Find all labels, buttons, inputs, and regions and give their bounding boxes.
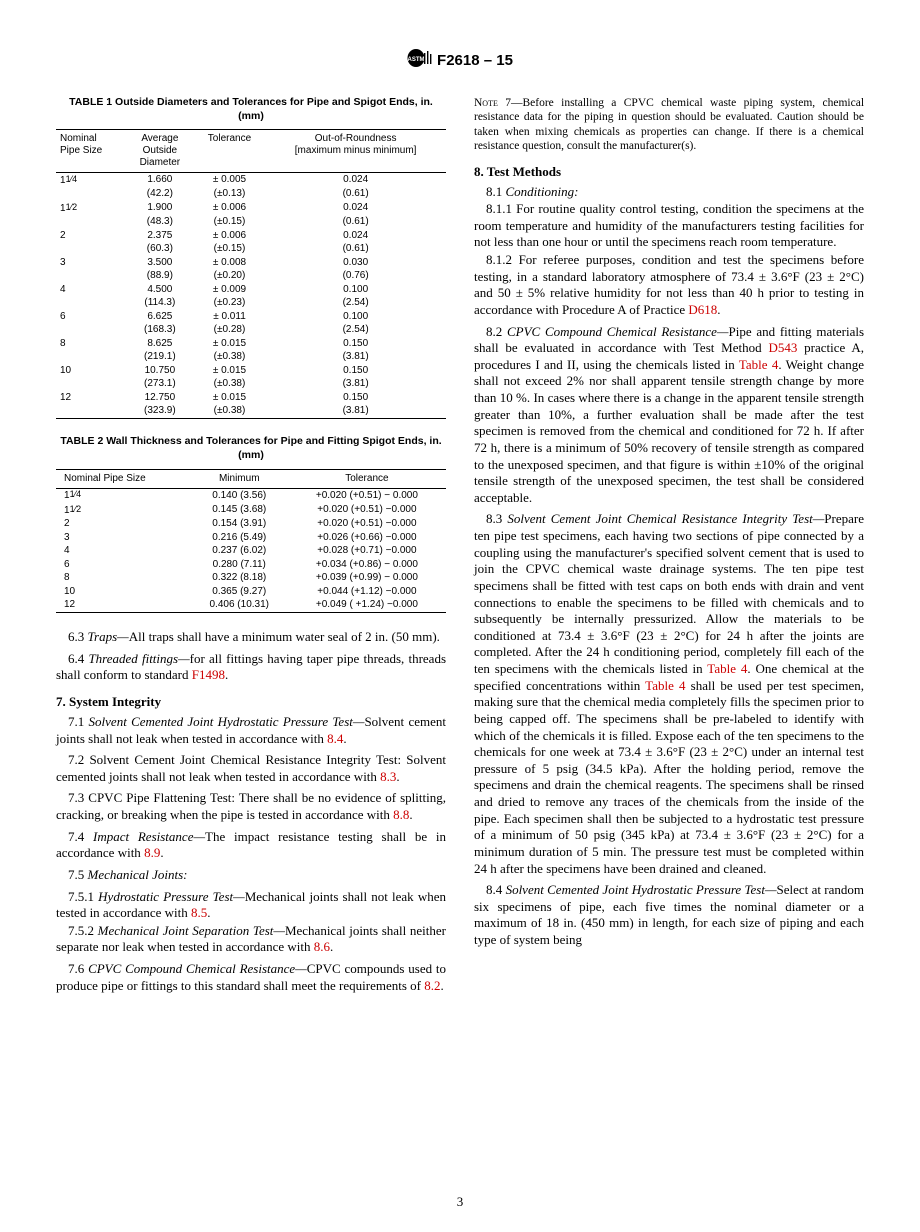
table1-h2: AverageOutsideDiameter [126,130,194,173]
table-row: (48.3)(±0.15)(0.61) [56,216,446,230]
table-row: 1010.750± 0.0150.150 [56,364,446,378]
ref-table4-a[interactable]: Table 4 [739,357,779,372]
para-7-5-2: 7.5.2 Mechanical Joint Separation Test—M… [56,923,446,956]
ref-8-6[interactable]: 8.6 [314,939,330,954]
table-row: (273.1)(±0.38)(3.81) [56,378,446,392]
table-row: 33.500± 0.0080.030 [56,256,446,270]
two-column-layout: TABLE 1 Outside Diameters and Tolerances… [56,96,864,999]
para-7-2: 7.2 Solvent Cement Joint Chemical Resist… [56,752,446,785]
heading-7: 7. System Integrity [56,694,446,710]
table-row: (88.9)(±0.20)(0.76) [56,270,446,284]
table-row: (60.3)(±0.15)(0.61) [56,243,446,257]
table-row: 80.322 (8.18)+0.039 (+0.99) − 0.000 [56,572,446,586]
table-row: (219.1)(±0.38)(3.81) [56,351,446,365]
table-row: (42.2)(±0.13)(0.61) [56,188,446,202]
document-header: ASTM F2618 – 15 [56,48,864,72]
ref-8-4[interactable]: 8.4 [327,731,343,746]
table-row: 11⁄21.900± 0.0060.024 [56,201,446,216]
table-row: 20.154 (3.91)+0.020 (+0.51) −0.000 [56,518,446,532]
para-6-4: 6.4 Threaded fittings—for all fittings h… [56,651,446,684]
para-7-1: 7.1 Solvent Cemented Joint Hydrostatic P… [56,714,446,747]
table-row: 22.375± 0.0060.024 [56,229,446,243]
para-8-1-2: 8.1.2 For referee purposes, condition an… [474,252,864,319]
para-7-4: 7.4 Impact Resistance—The impact resista… [56,829,446,862]
left-column: TABLE 1 Outside Diameters and Tolerances… [56,96,446,999]
table-row: 11⁄20.145 (3.68)+0.020 (+0.51) −0.000 [56,503,446,518]
table-row: 40.237 (6.02)+0.028 (+0.71) −0.000 [56,545,446,559]
para-6-3: 6.3 Traps—All traps shall have a minimum… [56,629,446,646]
para-8-1: 8.1 Conditioning: [474,184,864,201]
table2-h2: Minimum [191,469,288,488]
table1-h4: Out-of-Roundness[maximum minus minimum] [265,130,446,173]
right-column: Note 7—Before installing a CPVC chemical… [474,96,864,999]
ref-8-8[interactable]: 8.8 [393,807,409,822]
heading-8: 8. Test Methods [474,164,864,180]
table1-h3: Tolerance [194,130,266,173]
ref-8-5[interactable]: 8.5 [191,905,207,920]
ref-d618[interactable]: D618 [688,302,717,317]
table1-title: TABLE 1 Outside Diameters and Tolerances… [56,96,446,123]
astm-logo-icon: ASTM [407,48,433,72]
table-row: 66.625± 0.0110.100 [56,310,446,324]
para-8-1-1: 8.1.1 For routine quality control testin… [474,201,864,251]
table-row: 11⁄40.140 (3.56)+0.020 (+0.51) − 0.000 [56,488,446,503]
table2: Nominal Pipe Size Minimum Tolerance 11⁄4… [56,469,446,614]
para-7-5-1: 7.5.1 Hydrostatic Pressure Test—Mechanic… [56,889,446,922]
ref-table4-b[interactable]: Table 4 [707,661,747,676]
para-8-4: 8.4 Solvent Cemented Joint Hydrostatic P… [474,882,864,949]
table-row: 120.406 (10.31)+0.049 ( +1.24) −0.000 [56,599,446,613]
ref-8-2[interactable]: 8.2 [424,978,440,993]
table1-h1: NominalPipe Size [56,130,126,173]
ref-d543[interactable]: D543 [768,340,797,355]
table-row: 100.365 (9.27)+0.044 (+1.12) −0.000 [56,585,446,599]
table-row: 1212.750± 0.0150.150 [56,391,446,405]
designation: F2618 – 15 [437,52,513,69]
ref-8-9[interactable]: 8.9 [144,845,160,860]
table2-h1: Nominal Pipe Size [56,469,191,488]
table-row: (114.3)(±0.23)(2.54) [56,297,446,311]
table-row: 30.216 (5.49)+0.026 (+0.66) −0.000 [56,531,446,545]
table-row: 88.625± 0.0150.150 [56,337,446,351]
table-row: 60.280 (7.11)+0.034 (+0.86) − 0.000 [56,558,446,572]
svg-text:ASTM: ASTM [408,57,425,63]
table-row: (323.9)(±0.38)(3.81) [56,405,446,419]
table-row: 44.500± 0.0090.100 [56,283,446,297]
table-row: (168.3)(±0.28)(2.54) [56,324,446,338]
ref-8-3[interactable]: 8.3 [380,769,396,784]
table2-h3: Tolerance [288,469,446,488]
note-7: Note 7—Before installing a CPVC chemical… [474,96,864,154]
para-7-5: 7.5 Mechanical Joints: [56,867,446,884]
para-7-3: 7.3 CPVC Pipe Flattening Test: There sha… [56,790,446,823]
para-7-6: 7.6 CPVC Compound Chemical Resistance—CP… [56,961,446,994]
table2-title: TABLE 2 Wall Thickness and Tolerances fo… [56,435,446,462]
page-number: 3 [0,1194,920,1210]
table-row: 11⁄41.660± 0.0050.024 [56,173,446,188]
table1: NominalPipe Size AverageOutsideDiameter … [56,129,446,419]
para-8-2: 8.2 CPVC Compound Chemical Resistance—Pi… [474,324,864,507]
ref-f1498[interactable]: F1498 [192,667,225,682]
ref-table4-c[interactable]: Table 4 [645,678,685,693]
para-8-3: 8.3 Solvent Cement Joint Chemical Resist… [474,511,864,877]
